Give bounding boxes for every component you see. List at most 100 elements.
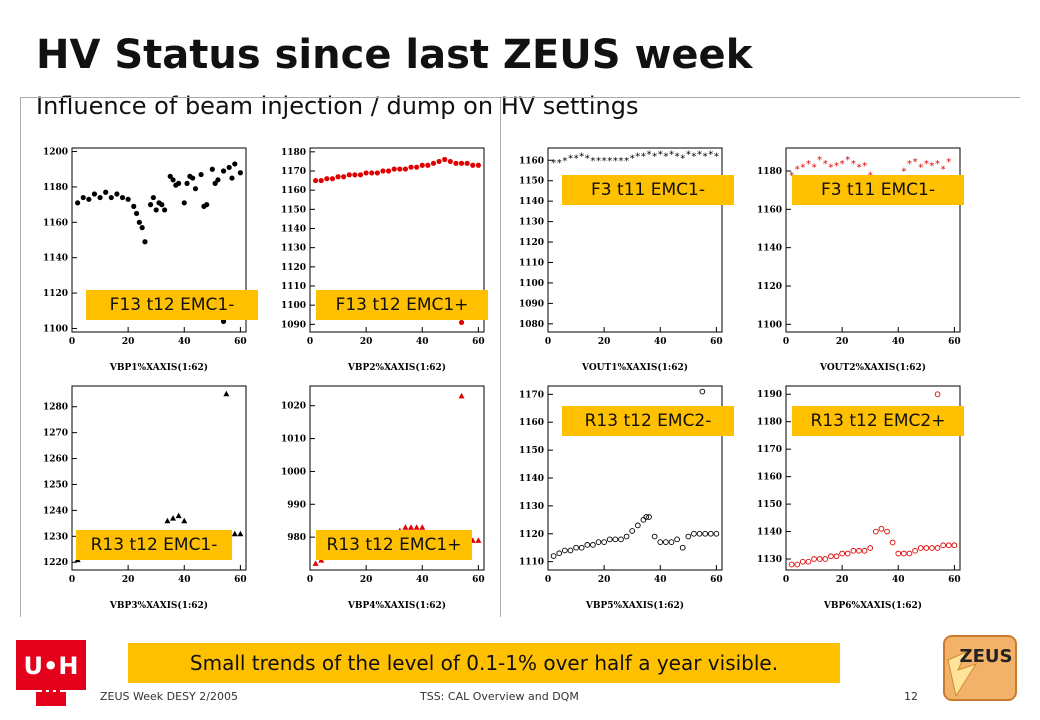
data-point (80, 194, 86, 201)
x-tick-label: 20 (836, 337, 849, 347)
data-point: * (607, 156, 612, 167)
data-point (629, 528, 636, 534)
plot-frame (785, 147, 961, 333)
x-tick-label: 40 (178, 337, 191, 347)
data-point (696, 530, 703, 537)
y-tick-label: 1100 (281, 301, 306, 311)
y-tick-label: 1260 (43, 455, 68, 465)
x-tick-label: 60 (234, 575, 247, 585)
y-tick-label: 1180 (757, 167, 782, 177)
plot-frame (309, 147, 485, 333)
data-point: * (800, 163, 805, 174)
x-axis-label: VOUT1%XAXIS(1:62) (581, 362, 688, 373)
plot-channel-label: F13 t12 EMC1- (86, 290, 258, 320)
data-point: * (862, 161, 867, 172)
data-point (369, 170, 375, 176)
y-tick-label: 1090 (281, 320, 306, 330)
data-point (231, 530, 238, 537)
x-tick-label: 40 (654, 337, 667, 347)
slide-title: HV Status since last ZEUS week (36, 32, 753, 78)
data-point (884, 528, 890, 535)
data-point: * (817, 155, 822, 166)
data-point (430, 160, 437, 166)
data-point (788, 561, 795, 568)
y-tick-label: 1150 (757, 500, 782, 510)
data-point (923, 545, 930, 551)
data-point (475, 162, 481, 168)
y-tick-label: 1160 (43, 218, 68, 228)
y-tick-label: 1140 (757, 528, 782, 538)
plot-channel-label: R13 t12 EMC1+ (316, 530, 472, 560)
y-tick-label: 1120 (43, 289, 68, 299)
hv-plot-svg: 1090 1100 1110 1120 1130 1140 1150 1160 1170 1180… (281, 147, 485, 373)
plot-channel-label: R13 t12 EMC2+ (792, 406, 964, 436)
y-tick-label: 1200 (43, 148, 68, 158)
x-tick-label: 60 (472, 337, 485, 347)
data-point (212, 180, 218, 186)
data-point (601, 539, 607, 545)
data-point: * (675, 152, 680, 163)
data-point (578, 544, 585, 551)
data-point (470, 162, 476, 168)
page-number: 12 (904, 690, 918, 703)
data-point (917, 545, 924, 551)
data-point (341, 174, 347, 180)
data-point (634, 522, 641, 529)
summary-callout: Small trends of the level of 0.1-1% over… (128, 643, 840, 683)
data-point (799, 558, 806, 565)
data-point (167, 173, 173, 179)
data-point (934, 391, 941, 398)
divider-horizontal (20, 97, 1020, 98)
data-point: * (828, 163, 833, 174)
data-point (402, 524, 409, 530)
x-tick-label: 60 (948, 337, 961, 347)
data-point (86, 196, 92, 202)
y-tick-label: 1170 (519, 390, 544, 400)
data-point: * (823, 159, 828, 170)
data-point (668, 539, 675, 545)
data-point: * (946, 157, 951, 168)
data-point (220, 318, 227, 324)
x-tick-label: 0 (783, 337, 789, 347)
data-point (940, 542, 947, 549)
data-point (828, 553, 834, 560)
hv-plot-8: 1130 1140 1150 1160 1170 1180 1190 0 20 40 60 VBP6%… (744, 378, 964, 618)
data-point: * (929, 161, 934, 172)
data-point: * (635, 152, 640, 163)
data-point (951, 542, 958, 549)
data-point (133, 210, 140, 217)
x-tick-label: 40 (416, 575, 429, 585)
data-point (816, 556, 823, 562)
uhh-logo: U•H (16, 640, 86, 710)
data-point: * (568, 154, 573, 165)
y-tick-label: 1180 (281, 148, 306, 158)
data-point (839, 550, 845, 557)
plot-frame (71, 385, 247, 571)
hv-plot-2: 1090 1100 1110 1120 1130 1140 1150 1160 1170 1180… (268, 140, 488, 380)
data-point (674, 536, 680, 543)
data-point (623, 533, 630, 540)
y-tick-label: 1100 (757, 320, 782, 330)
y-tick-label: 1150 (519, 446, 544, 456)
x-tick-label: 40 (178, 575, 191, 585)
plot-frame (71, 147, 247, 333)
data-point (313, 177, 319, 184)
x-tick-label: 0 (545, 575, 551, 585)
data-point: * (856, 163, 861, 174)
data-point (713, 530, 720, 537)
x-tick-label: 0 (69, 337, 75, 347)
data-point (822, 556, 829, 562)
data-point (312, 560, 319, 566)
x-tick-label: 20 (360, 337, 373, 347)
data-point (229, 175, 235, 181)
data-point: * (618, 156, 623, 167)
y-tick-label: 1120 (281, 263, 306, 273)
data-point: * (647, 150, 652, 161)
data-point: * (691, 152, 696, 163)
data-point (363, 170, 369, 176)
hv-plot-svg: 1080 1090 1100 1110 1120 1130 1140 1150 1160 0 20 4… (519, 147, 723, 373)
y-tick-label: 1170 (281, 167, 306, 177)
data-point (612, 536, 619, 543)
data-point (640, 516, 647, 523)
x-axis-label: VBP3%XAXIS(1:62) (109, 600, 208, 611)
